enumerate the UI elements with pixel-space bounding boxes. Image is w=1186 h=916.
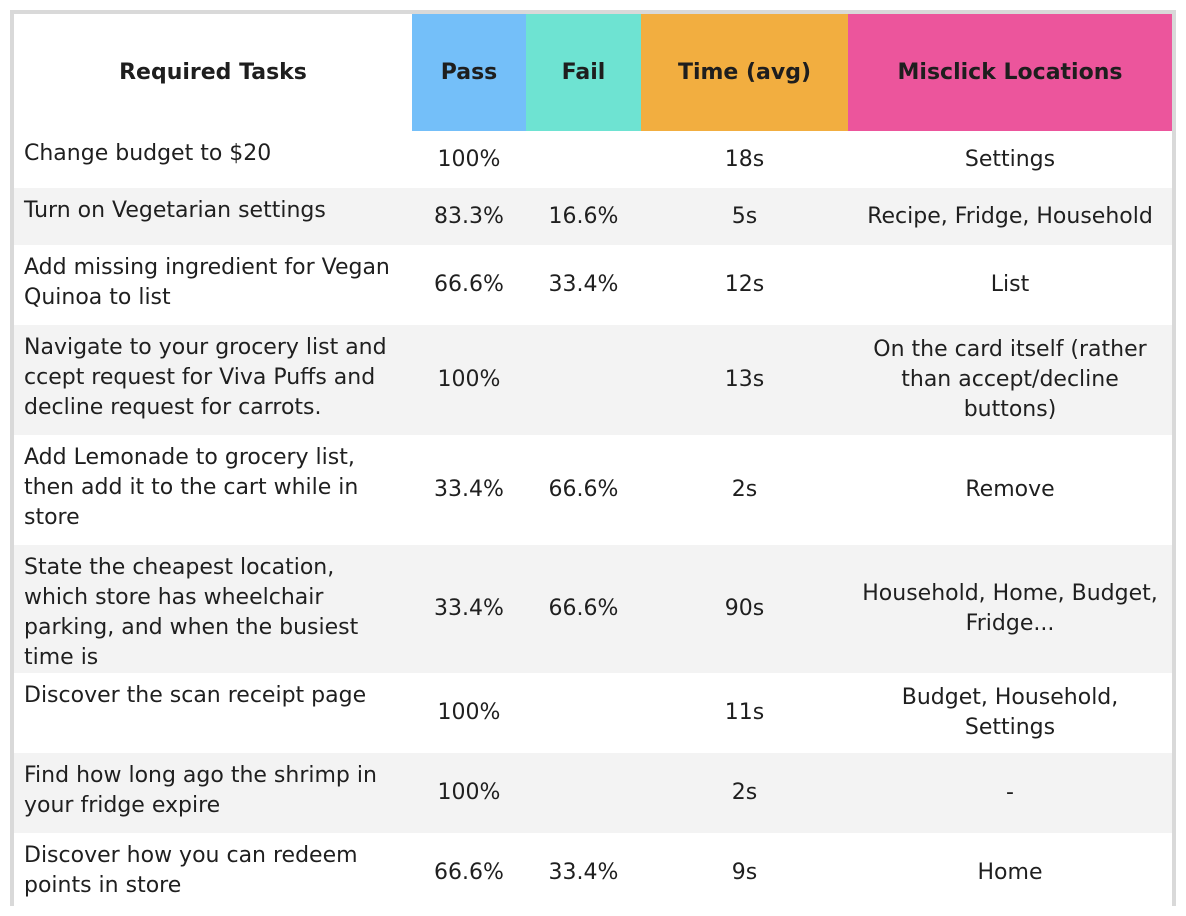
fail-cell — [526, 673, 641, 753]
header-row: Required Tasks Pass Fail Time (avg) Misc… — [14, 14, 1172, 131]
pass-cell: 100% — [412, 131, 526, 188]
task-cell: State the cheapest location, which store… — [14, 545, 412, 673]
pass-cell: 100% — [412, 325, 526, 435]
pass-cell: 33.4% — [412, 545, 526, 673]
table-frame: Required Tasks Pass Fail Time (avg) Misc… — [10, 10, 1176, 913]
usability-results-table: Required Tasks Pass Fail Time (avg) Misc… — [14, 14, 1172, 913]
time-cell: 2s — [641, 753, 848, 833]
time-cell: 11s — [641, 673, 848, 753]
table-row: Change budget to $20 100% 18s Settings — [14, 131, 1172, 188]
fail-cell — [526, 131, 641, 188]
pass-cell: 33.4% — [412, 435, 526, 545]
fail-cell: 16.6% — [526, 188, 641, 245]
time-cell: 12s — [641, 245, 848, 325]
table-row: Discover how you can redeem points in st… — [14, 833, 1172, 913]
table-row: Add missing ingredient for Vegan Quinoa … — [14, 245, 1172, 325]
time-cell: 9s — [641, 833, 848, 913]
task-cell: Navigate to your grocery list and ccept … — [14, 325, 412, 435]
header-required-tasks: Required Tasks — [14, 14, 412, 131]
time-cell: 90s — [641, 545, 848, 673]
table-row: Turn on Vegetarian settings 83.3% 16.6% … — [14, 188, 1172, 245]
table-row: State the cheapest location, which store… — [14, 545, 1172, 673]
time-cell: 13s — [641, 325, 848, 435]
task-cell: Find how long ago the shrimp in your fri… — [14, 753, 412, 833]
pass-cell: 100% — [412, 753, 526, 833]
misclick-cell: List — [848, 245, 1172, 325]
time-cell: 5s — [641, 188, 848, 245]
misclick-cell: On the card itself (rather than accept/d… — [848, 325, 1172, 435]
task-cell: Change budget to $20 — [14, 131, 412, 188]
task-cell: Add missing ingredient for Vegan Quinoa … — [14, 245, 412, 325]
misclick-cell: Remove — [848, 435, 1172, 545]
header-pass: Pass — [412, 14, 526, 131]
misclick-cell: - — [848, 753, 1172, 833]
misclick-cell: Budget, Household, Settings — [848, 673, 1172, 753]
table-row: Find how long ago the shrimp in your fri… — [14, 753, 1172, 833]
header-time-avg: Time (avg) — [641, 14, 848, 131]
fail-cell — [526, 325, 641, 435]
table-row: Navigate to your grocery list and ccept … — [14, 325, 1172, 435]
header-fail: Fail — [526, 14, 641, 131]
misclick-cell: Home — [848, 833, 1172, 913]
task-cell: Turn on Vegetarian settings — [14, 188, 412, 245]
time-cell: 2s — [641, 435, 848, 545]
pass-cell: 83.3% — [412, 188, 526, 245]
misclick-cell: Recipe, Fridge, Household — [848, 188, 1172, 245]
pass-cell: 100% — [412, 673, 526, 753]
misclick-cell: Household, Home, Budget, Fridge... — [848, 545, 1172, 673]
fail-cell: 66.6% — [526, 545, 641, 673]
misclick-cell: Settings — [848, 131, 1172, 188]
task-cell: Discover how you can redeem points in st… — [14, 833, 412, 913]
time-cell: 18s — [641, 131, 848, 188]
task-cell: Discover the scan receipt page — [14, 673, 412, 753]
task-cell: Add Lemonade to grocery list, then add i… — [14, 435, 412, 545]
pass-cell: 66.6% — [412, 833, 526, 913]
fail-cell: 33.4% — [526, 833, 641, 913]
table-row: Add Lemonade to grocery list, then add i… — [14, 435, 1172, 545]
fail-cell: 66.6% — [526, 435, 641, 545]
fail-cell: 33.4% — [526, 245, 641, 325]
fail-cell — [526, 753, 641, 833]
header-misclick-locations: Misclick Locations — [848, 14, 1172, 131]
pass-cell: 66.6% — [412, 245, 526, 325]
table-row: Discover the scan receipt page 100% 11s … — [14, 673, 1172, 753]
